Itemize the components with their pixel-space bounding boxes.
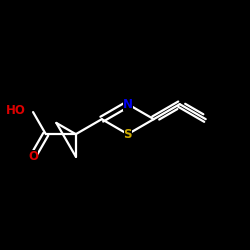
Text: HO: HO: [6, 104, 26, 117]
Text: S: S: [124, 128, 132, 141]
Text: N: N: [123, 98, 133, 111]
Text: O: O: [28, 150, 38, 163]
